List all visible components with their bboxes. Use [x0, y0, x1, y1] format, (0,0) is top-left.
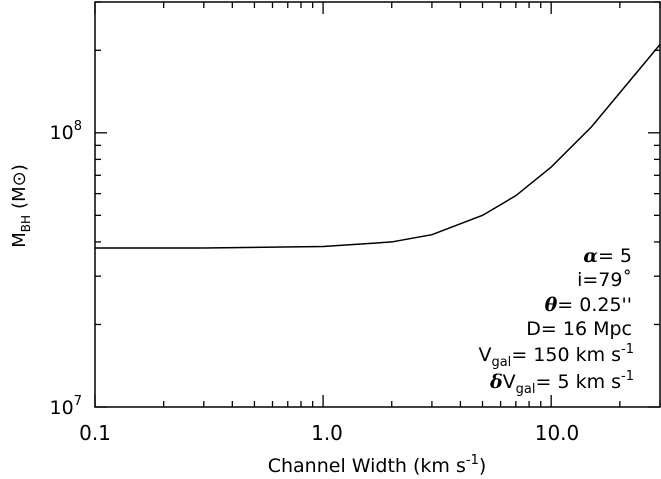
annotation-vgal: Vgal= 150 km s-1: [478, 342, 634, 370]
y-tick-label-1e8: 108: [50, 119, 82, 144]
annotation-inclination: i=79˚: [577, 269, 632, 291]
tick-marks: [94, 1, 661, 408]
annotation-alpha: α= 5: [583, 245, 632, 267]
y-tick-label-1e7: 107: [50, 394, 82, 419]
plot-frame: [94, 1, 661, 408]
y-axis-label: MBH(M⊙): [9, 164, 33, 247]
x-tick-label-0.1: 0.1: [79, 421, 111, 445]
mbh-curve: [95, 43, 661, 249]
annotation-theta: θ= 0.25'': [545, 294, 632, 316]
annotation-dvgal: δVgal= 5 km s-1: [489, 369, 634, 397]
x-tick-label-1.0: 1.0: [311, 421, 343, 445]
x-tick-label-10.0: 10.0: [535, 421, 580, 445]
annotation-distance: D= 16 Mpc: [526, 318, 632, 340]
x-axis-label: Channel Width (km s-1): [268, 453, 487, 477]
